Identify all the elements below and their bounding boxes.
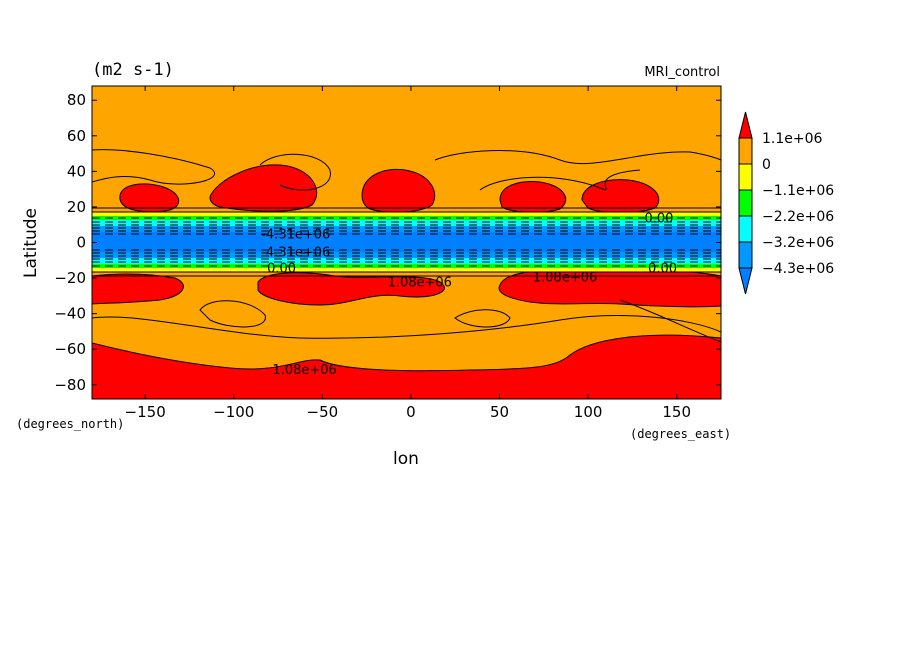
colorbar-label: −3.2e+06 [762,235,834,251]
red-cell-north-1 [119,183,180,213]
contour-label: 1.08e+06 [388,276,452,291]
plot-field [92,86,721,399]
contour-label: 0.00 [267,261,296,276]
red-cell-north-2 [209,164,318,212]
contour-label: -4.31e+06 [261,245,330,260]
y-tick-label: 40 [67,162,86,180]
x-tick-label: −100 [213,403,254,421]
band-deep-blue [92,232,721,252]
x-axis: −150 −100 −50 0 50 100 150 [125,86,691,421]
contour-label: 1.08e+06 [272,363,336,378]
y-tick-label: 20 [67,198,86,216]
x-tick-label: −150 [125,403,166,421]
colorbar-label: −1.1e+06 [762,183,834,199]
colorbar-label: −4.3e+06 [762,261,834,277]
colorbar-segment [738,241,753,269]
x-tick-label: 0 [406,403,416,421]
x-unit-label: (degrees_east) [630,427,731,441]
y-axis: 80 60 40 20 0 −20 −40 −60 −80 [54,91,721,394]
colorbar-label: 1.1e+06 [762,131,823,147]
y-unit-label: (degrees_north) [16,417,124,431]
x-tick-label: 100 [574,403,603,421]
colorbar-label: 0 [762,157,771,173]
y-tick-label: −40 [54,305,86,323]
colorbar-segment [738,137,753,165]
contour-labels: 1.08e+06 1.08e+061.08e+060.000.000.00-4.3… [261,212,677,378]
contour-label: -4.31e+06 [261,228,330,243]
y-tick-label: −80 [54,376,86,394]
colorbar: 1.1e+06 0 −1.1e+06 −2.2e+06 −3.2e+06 −4.3e+06 [738,111,834,295]
y-tick-label: 80 [67,91,86,109]
y-axis-title: Latitude [21,208,41,278]
y-tick-label: −20 [54,269,86,287]
units-title: (m2 s-1) [92,60,174,80]
red-cell-north-3 [361,168,436,213]
contour-label: 0.00 [648,261,677,276]
colorbar-top-arrow [738,111,753,139]
colorbar-segment [738,215,753,243]
x-tick-label: −50 [307,403,339,421]
red-cell-south-1 [92,273,184,305]
red-cell-south-2 [257,272,445,306]
red-band-south-polar [92,334,721,399]
dashed-contours [92,217,721,267]
x-tick-label: 150 [662,403,691,421]
model-title: MRI_control [644,65,720,80]
y-tick-label: 60 [67,127,86,145]
colorbar-bottom-arrow [738,267,753,295]
solid-contours [92,149,721,343]
x-tick-label: 50 [490,403,509,421]
contour-label: 1.08e+06 [533,270,597,285]
colorbar-label: −2.2e+06 [762,209,834,225]
y-tick-label: 0 [76,234,86,252]
x-axis-title: lon [393,449,419,469]
colorbar-segment [738,163,753,191]
colorbar-segment [738,189,753,217]
y-tick-label: −60 [54,340,86,358]
contour-label: 0.00 [645,212,674,227]
